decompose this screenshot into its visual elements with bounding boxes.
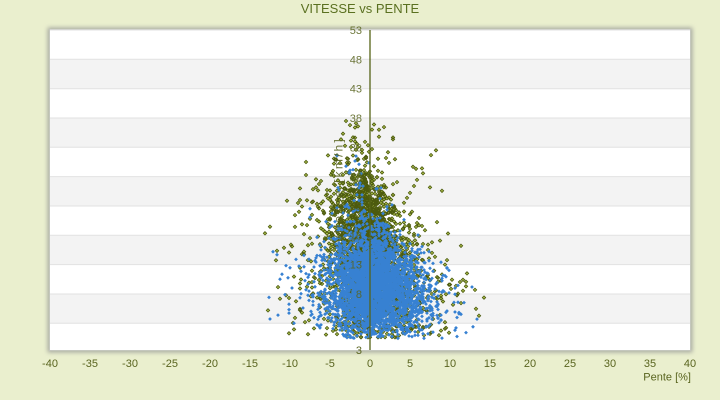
svg-text:43: 43 — [350, 84, 362, 96]
svg-text:48: 48 — [350, 54, 362, 66]
svg-text:8: 8 — [356, 289, 362, 301]
svg-text:38: 38 — [350, 113, 362, 125]
svg-text:10: 10 — [444, 358, 456, 370]
svg-text:-5: -5 — [325, 358, 335, 370]
svg-text:23: 23 — [350, 201, 362, 213]
svg-text:3: 3 — [356, 318, 362, 330]
svg-text:-30: -30 — [122, 358, 138, 370]
svg-text:25: 25 — [564, 358, 576, 370]
svg-text:30: 30 — [604, 358, 616, 370]
svg-text:-20: -20 — [202, 358, 218, 370]
svg-text:15: 15 — [484, 358, 496, 370]
svg-text:0: 0 — [367, 358, 373, 370]
svg-text:-40: -40 — [42, 358, 58, 370]
svg-text:-35: -35 — [82, 358, 98, 370]
svg-text:Vitesse [km/h]: Vitesse [km/h] — [332, 137, 346, 243]
svg-text:-25: -25 — [162, 358, 178, 370]
svg-text:33: 33 — [350, 142, 362, 154]
svg-text:28: 28 — [350, 172, 362, 184]
svg-text:18: 18 — [350, 230, 362, 242]
svg-text:-10: -10 — [282, 358, 298, 370]
svg-text:Pente [%]: Pente [%] — [643, 372, 691, 384]
svg-text:35: 35 — [644, 358, 656, 370]
svg-text:VITESSE vs PENTE: VITESSE vs PENTE — [301, 1, 420, 16]
svg-text:-15: -15 — [242, 358, 258, 370]
svg-text:13: 13 — [350, 260, 362, 272]
svg-text:5: 5 — [407, 358, 413, 370]
svg-text:40: 40 — [684, 358, 696, 370]
svg-text:20: 20 — [524, 358, 536, 370]
svg-text:53: 53 — [350, 25, 362, 37]
svg-text:3: 3 — [356, 345, 362, 357]
